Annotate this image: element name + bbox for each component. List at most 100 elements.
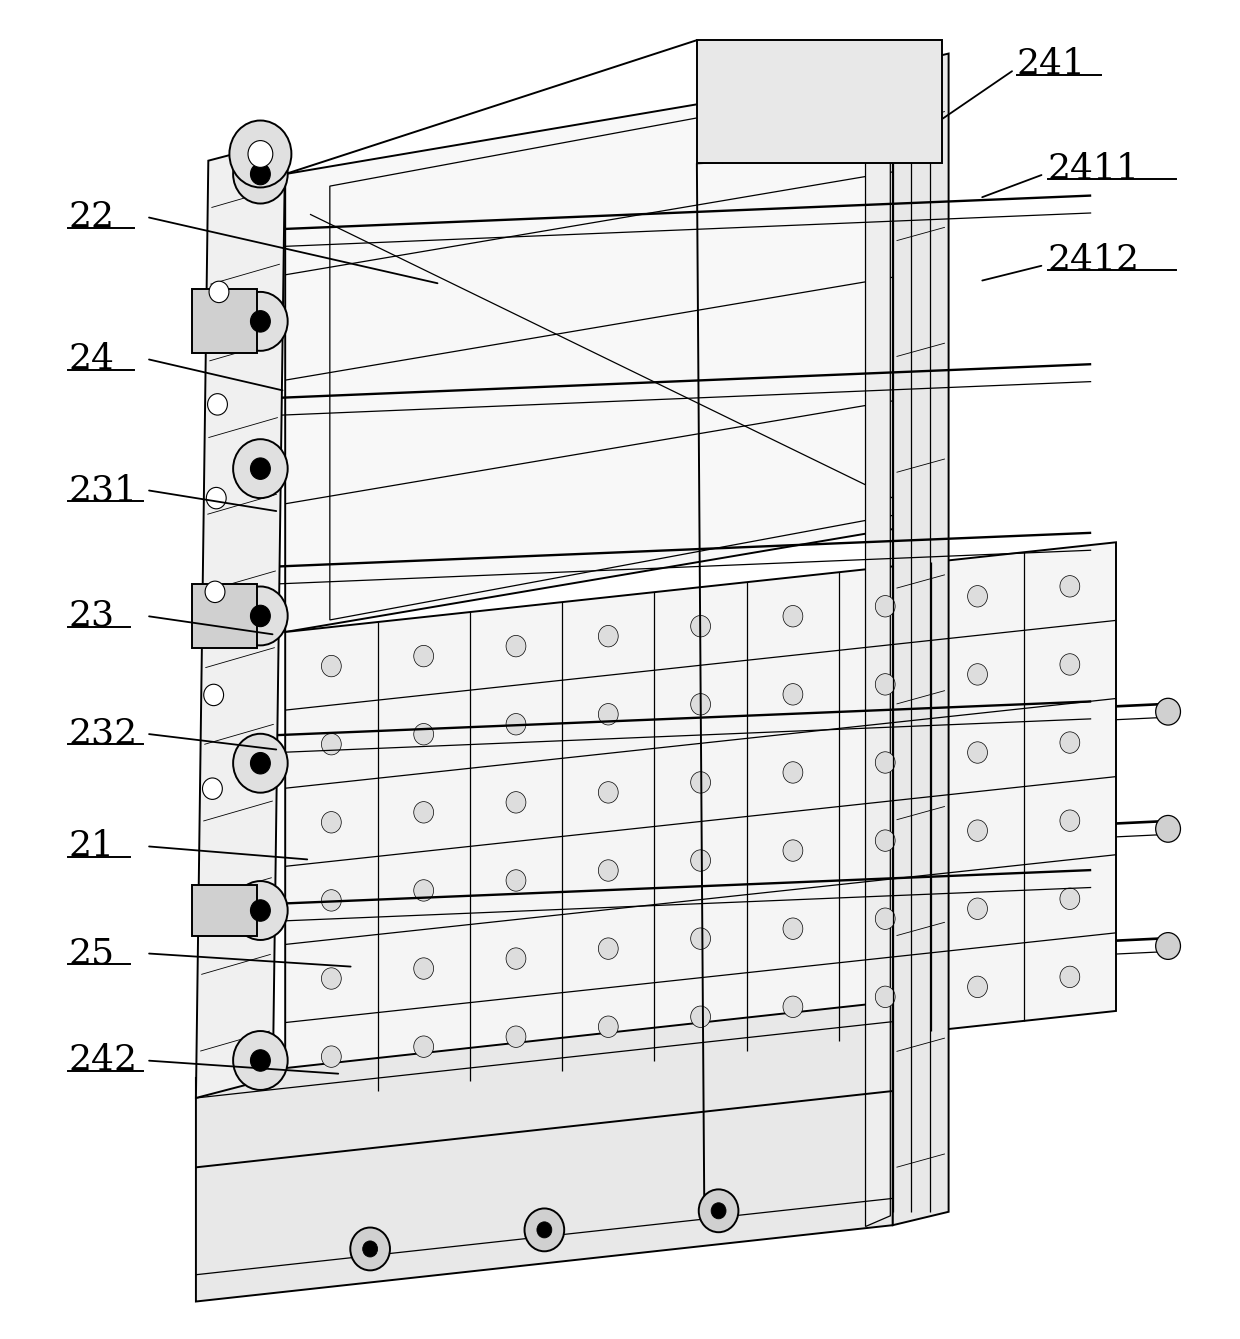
Circle shape: [1060, 810, 1080, 832]
Text: 24: 24: [68, 341, 114, 376]
Circle shape: [691, 694, 711, 715]
Text: 2411: 2411: [1048, 151, 1140, 186]
Circle shape: [967, 585, 987, 607]
Circle shape: [506, 870, 526, 892]
Text: 231: 231: [68, 473, 138, 507]
Circle shape: [691, 616, 711, 637]
Circle shape: [229, 121, 291, 187]
Circle shape: [691, 928, 711, 949]
Circle shape: [875, 908, 895, 929]
Circle shape: [875, 674, 895, 695]
Circle shape: [691, 850, 711, 872]
Text: 241: 241: [1017, 47, 1086, 82]
Circle shape: [250, 1050, 270, 1071]
Circle shape: [233, 292, 288, 351]
Circle shape: [414, 802, 434, 823]
Circle shape: [599, 860, 619, 881]
Circle shape: [207, 394, 227, 415]
Circle shape: [506, 714, 526, 735]
Circle shape: [599, 703, 619, 724]
Circle shape: [967, 819, 987, 841]
Circle shape: [250, 605, 270, 627]
Circle shape: [210, 281, 229, 303]
Circle shape: [414, 723, 434, 744]
Polygon shape: [192, 584, 257, 648]
Circle shape: [691, 1006, 711, 1027]
Polygon shape: [192, 885, 257, 936]
Circle shape: [506, 636, 526, 657]
Circle shape: [414, 645, 434, 667]
Circle shape: [782, 840, 802, 861]
Circle shape: [1060, 967, 1080, 988]
Circle shape: [782, 684, 802, 706]
Text: 21: 21: [68, 829, 114, 864]
Circle shape: [205, 581, 224, 603]
Polygon shape: [285, 67, 918, 632]
Circle shape: [875, 986, 895, 1007]
Circle shape: [506, 791, 526, 813]
Circle shape: [233, 145, 288, 204]
Polygon shape: [196, 1002, 893, 1302]
Circle shape: [202, 778, 222, 799]
Circle shape: [321, 655, 341, 676]
Circle shape: [782, 996, 802, 1018]
Circle shape: [321, 968, 341, 990]
Circle shape: [203, 684, 223, 706]
Circle shape: [233, 881, 288, 940]
Circle shape: [321, 1046, 341, 1067]
Polygon shape: [893, 54, 949, 1225]
Circle shape: [967, 742, 987, 763]
Polygon shape: [697, 40, 942, 163]
Circle shape: [250, 311, 270, 332]
Circle shape: [967, 664, 987, 686]
Circle shape: [506, 1026, 526, 1047]
Circle shape: [1060, 888, 1080, 909]
Circle shape: [782, 919, 802, 940]
Circle shape: [250, 753, 270, 774]
Circle shape: [599, 625, 619, 647]
Circle shape: [537, 1221, 552, 1237]
Circle shape: [321, 734, 341, 755]
Text: 242: 242: [68, 1043, 138, 1078]
Polygon shape: [196, 141, 285, 1098]
Circle shape: [967, 898, 987, 920]
Circle shape: [1060, 576, 1080, 597]
Circle shape: [414, 957, 434, 979]
Text: 2412: 2412: [1048, 242, 1140, 277]
Circle shape: [599, 782, 619, 803]
Circle shape: [1156, 699, 1180, 724]
Circle shape: [506, 948, 526, 969]
Polygon shape: [285, 542, 1116, 1101]
Circle shape: [691, 771, 711, 793]
Text: 25: 25: [68, 936, 114, 971]
Circle shape: [233, 439, 288, 498]
Polygon shape: [866, 70, 890, 1227]
Circle shape: [414, 880, 434, 901]
Text: 232: 232: [68, 716, 138, 751]
Circle shape: [599, 1016, 619, 1038]
Circle shape: [1156, 932, 1180, 959]
Circle shape: [875, 751, 895, 773]
Circle shape: [414, 1036, 434, 1058]
Circle shape: [525, 1208, 564, 1251]
Circle shape: [782, 762, 802, 783]
Circle shape: [321, 811, 341, 833]
Circle shape: [250, 458, 270, 479]
Circle shape: [351, 1228, 389, 1271]
Circle shape: [362, 1241, 377, 1257]
Text: 23: 23: [68, 599, 114, 633]
Circle shape: [321, 889, 341, 911]
Circle shape: [712, 1202, 727, 1218]
Polygon shape: [192, 289, 257, 353]
Circle shape: [250, 163, 270, 185]
Circle shape: [699, 1189, 739, 1232]
Circle shape: [233, 734, 288, 793]
Circle shape: [599, 937, 619, 959]
Circle shape: [967, 976, 987, 998]
Circle shape: [248, 141, 273, 167]
Circle shape: [1060, 653, 1080, 675]
Text: 22: 22: [68, 200, 114, 234]
Circle shape: [875, 596, 895, 617]
Circle shape: [233, 1031, 288, 1090]
Circle shape: [1060, 732, 1080, 754]
